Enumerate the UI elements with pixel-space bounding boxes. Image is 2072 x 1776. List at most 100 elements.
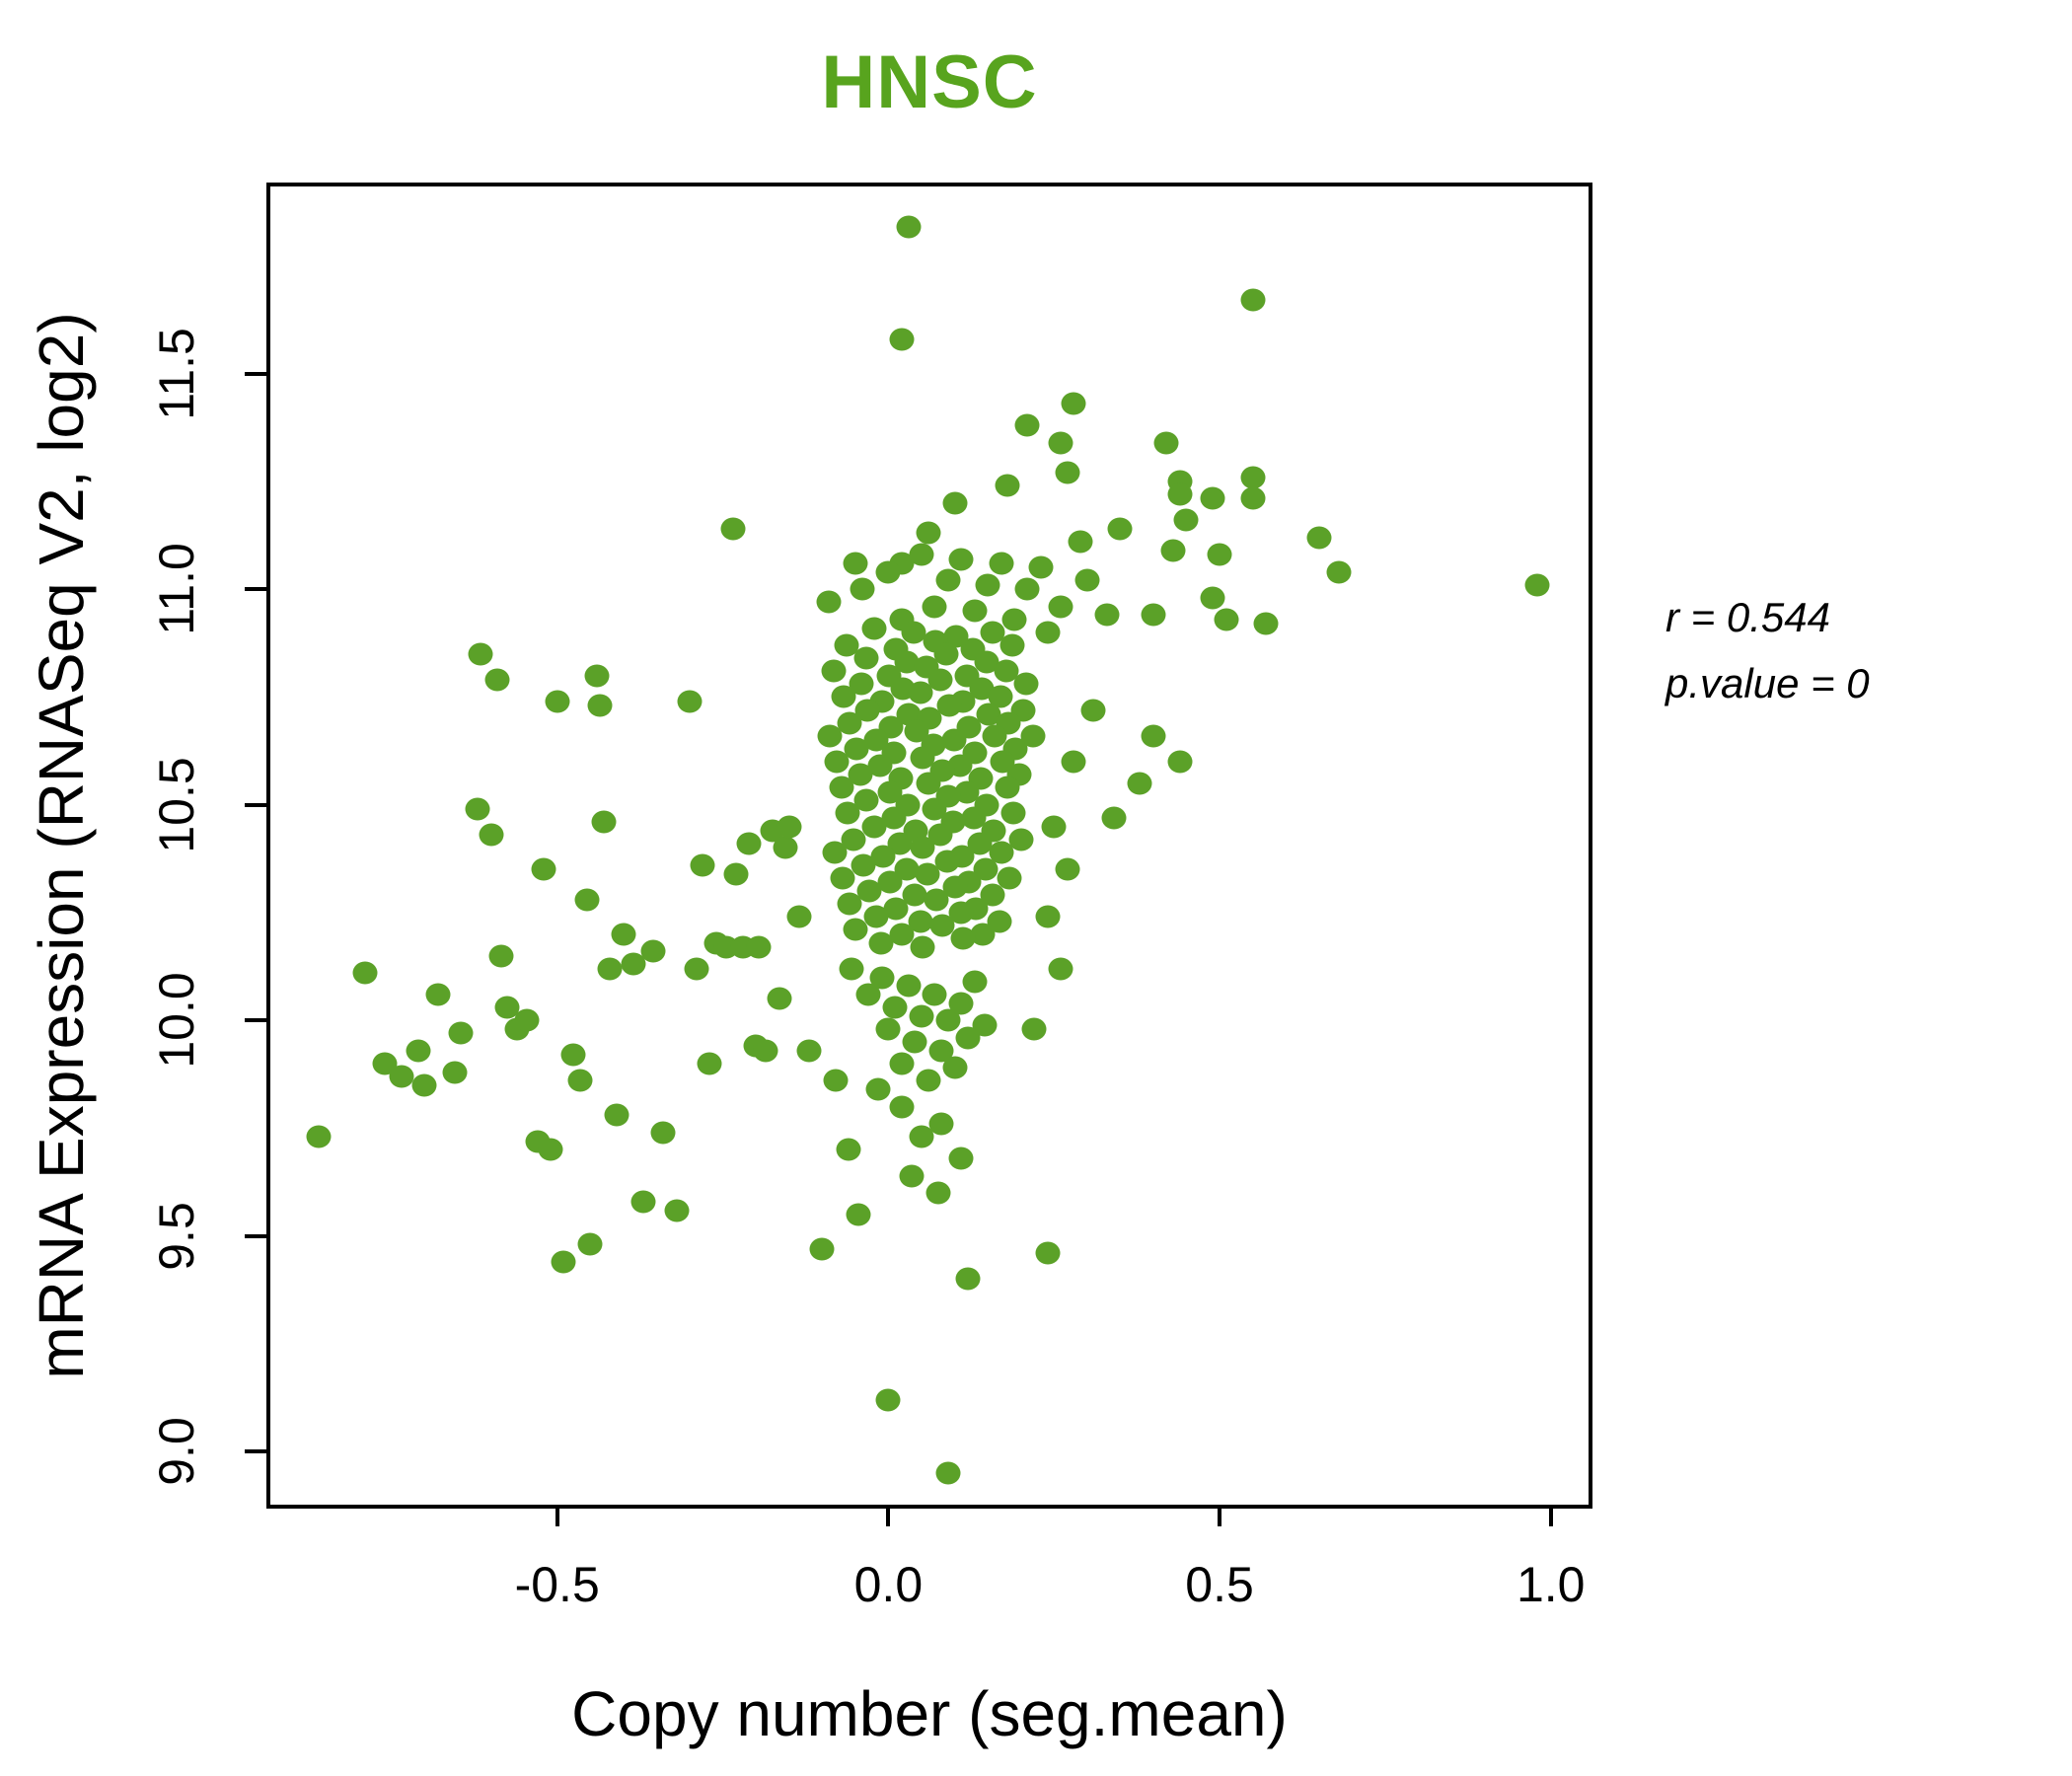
data-point bbox=[611, 923, 636, 946]
data-point bbox=[843, 918, 868, 941]
data-point bbox=[822, 841, 848, 864]
x-axis-tick bbox=[886, 1505, 891, 1526]
y-axis-tick bbox=[245, 802, 266, 807]
plot-title: HNSC bbox=[821, 40, 1038, 124]
data-point bbox=[942, 491, 967, 515]
data-point bbox=[962, 970, 988, 994]
data-point bbox=[927, 823, 953, 847]
data-point bbox=[980, 883, 1005, 907]
data-point bbox=[494, 996, 520, 1019]
data-point bbox=[1001, 608, 1027, 631]
data-point bbox=[538, 1138, 563, 1161]
data-point bbox=[1020, 724, 1046, 748]
data-point bbox=[948, 992, 974, 1015]
data-point bbox=[1141, 724, 1166, 748]
data-point bbox=[690, 853, 715, 877]
data-point bbox=[929, 914, 955, 937]
data-point bbox=[863, 905, 889, 928]
data-point bbox=[1141, 603, 1166, 627]
y-axis-tick-label: 11.0 bbox=[149, 543, 204, 635]
data-point bbox=[773, 836, 798, 859]
data-point bbox=[1200, 486, 1225, 510]
data-point bbox=[591, 810, 617, 834]
data-point bbox=[736, 832, 762, 855]
data-point bbox=[909, 1125, 934, 1148]
data-point bbox=[1080, 699, 1106, 722]
data-point bbox=[870, 845, 896, 868]
data-point bbox=[1014, 413, 1040, 437]
data-point bbox=[910, 935, 935, 959]
data-point bbox=[1153, 431, 1179, 455]
data-point bbox=[899, 1164, 925, 1188]
data-point bbox=[877, 780, 903, 804]
data-point bbox=[1101, 806, 1127, 830]
data-point bbox=[976, 703, 1001, 726]
data-point bbox=[817, 724, 843, 748]
data-point bbox=[936, 694, 962, 717]
data-point bbox=[942, 875, 968, 899]
x-axis-tick-label: 0.0 bbox=[853, 1557, 924, 1612]
data-point bbox=[887, 832, 913, 855]
data-point bbox=[1013, 672, 1039, 696]
data-point bbox=[1167, 482, 1193, 506]
data-point bbox=[824, 750, 850, 774]
data-point bbox=[809, 1237, 835, 1261]
data-point bbox=[352, 961, 378, 985]
data-point bbox=[1127, 772, 1152, 795]
data-point bbox=[821, 659, 847, 683]
data-point bbox=[975, 573, 1000, 597]
data-point bbox=[999, 633, 1025, 657]
data-point bbox=[1240, 466, 1266, 489]
data-point bbox=[935, 1008, 961, 1032]
data-point bbox=[723, 862, 749, 886]
data-point bbox=[545, 690, 570, 713]
data-point bbox=[889, 328, 915, 351]
data-point bbox=[948, 901, 974, 925]
data-point bbox=[1014, 577, 1040, 601]
y-axis-tick bbox=[245, 1233, 266, 1238]
x-axis-tick-label: -0.5 bbox=[514, 1557, 600, 1612]
data-point bbox=[835, 801, 860, 825]
data-point bbox=[841, 828, 866, 851]
data-point bbox=[950, 926, 976, 950]
data-point bbox=[1173, 508, 1199, 532]
y-axis-tick-label: 10.0 bbox=[149, 972, 204, 1069]
data-point bbox=[908, 681, 933, 704]
data-point bbox=[597, 957, 623, 981]
data-point bbox=[664, 1199, 690, 1221]
data-point bbox=[816, 590, 842, 614]
data-point bbox=[863, 728, 889, 752]
data-point bbox=[848, 763, 873, 786]
data-point bbox=[867, 754, 893, 777]
data-point bbox=[942, 1056, 967, 1079]
data-point bbox=[1048, 595, 1073, 619]
data-point bbox=[910, 746, 935, 770]
data-point bbox=[889, 1052, 915, 1075]
data-point bbox=[468, 642, 493, 666]
data-point bbox=[883, 897, 909, 921]
data-point bbox=[855, 983, 881, 1006]
data-point bbox=[853, 788, 879, 812]
data-point bbox=[777, 815, 802, 839]
x-axis-title: Copy number (seg.mean) bbox=[571, 1678, 1288, 1749]
data-point bbox=[987, 910, 1012, 933]
data-point bbox=[922, 595, 947, 619]
data-point bbox=[969, 677, 995, 701]
data-point bbox=[425, 983, 451, 1006]
data-point bbox=[896, 703, 922, 726]
data-point bbox=[955, 1267, 981, 1291]
data-point bbox=[1253, 612, 1279, 635]
data-point bbox=[786, 905, 812, 928]
data-point bbox=[973, 857, 999, 881]
data-point bbox=[1035, 621, 1060, 644]
data-point bbox=[677, 690, 703, 713]
data-point bbox=[796, 1039, 822, 1063]
data-point bbox=[850, 577, 875, 601]
data-point bbox=[846, 1203, 871, 1226]
data-point bbox=[837, 711, 862, 735]
y-axis-tick bbox=[245, 587, 266, 592]
data-point bbox=[869, 966, 895, 989]
data-point bbox=[995, 474, 1020, 497]
data-point bbox=[901, 621, 926, 644]
